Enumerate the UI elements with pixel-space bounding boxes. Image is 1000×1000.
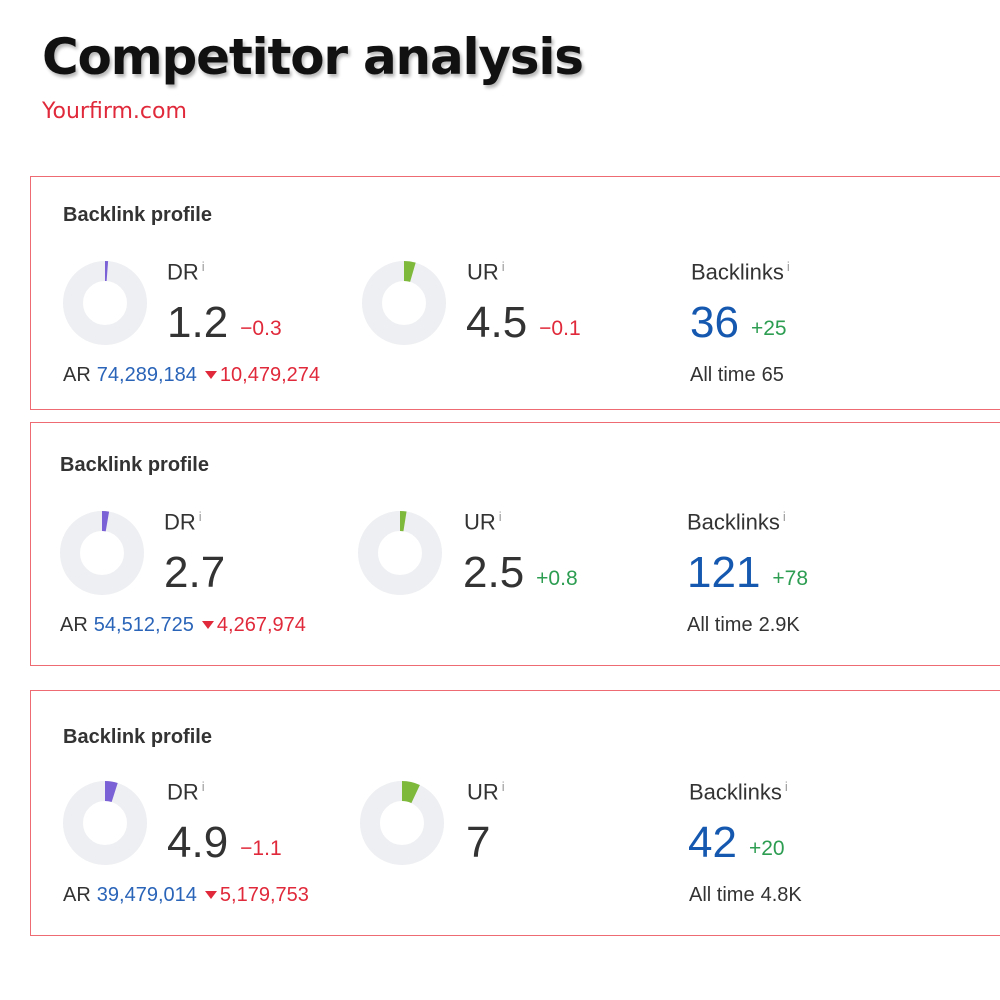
ur-label: UR i bbox=[467, 259, 505, 285]
backlink-profile-card: Backlink profile DR i 4.9 −1.1 UR i 7 Backl… bbox=[30, 690, 1000, 936]
ar-change: 5,179,753 bbox=[204, 884, 309, 906]
backlinks-value-row: 42 +20 bbox=[688, 817, 785, 875]
ur-label: UR i bbox=[464, 509, 502, 535]
dr-label: DR i bbox=[164, 509, 202, 535]
ar-change: 4,267,974 bbox=[201, 614, 306, 636]
ar-value[interactable]: 39,479,014 bbox=[96, 884, 197, 906]
info-icon[interactable]: i bbox=[784, 779, 788, 794]
info-icon[interactable]: i bbox=[201, 259, 205, 274]
all-time-label: All time bbox=[690, 364, 756, 386]
all-time-value: 4.8K bbox=[760, 884, 802, 906]
backlinks-value[interactable]: 42 bbox=[688, 818, 737, 867]
ur-value: 4.5 bbox=[466, 298, 528, 347]
backlinks-delta: +20 bbox=[748, 837, 785, 860]
backlinks-value[interactable]: 121 bbox=[687, 548, 761, 597]
dr-label: DR i bbox=[167, 259, 205, 285]
down-triangle-icon bbox=[204, 891, 217, 899]
info-icon[interactable]: i bbox=[498, 509, 502, 524]
donut-value-arc bbox=[63, 781, 147, 865]
ur-donut-chart bbox=[358, 511, 442, 595]
info-icon[interactable]: i bbox=[198, 509, 202, 524]
ar-change: 10,479,274 bbox=[204, 364, 320, 386]
ar-row: AR 54,512,725 4,267,974 bbox=[60, 614, 306, 637]
backlinks-value-row: 36 +25 bbox=[690, 297, 787, 355]
backlinks-label: Backlinks i bbox=[691, 259, 790, 285]
card-title: Backlink profile bbox=[63, 204, 212, 226]
info-icon[interactable]: i bbox=[782, 509, 786, 524]
all-time-label: All time bbox=[687, 614, 753, 636]
backlinks-value-row: 121 +78 bbox=[687, 547, 808, 605]
dr-donut-chart bbox=[63, 781, 147, 865]
site-domain: Yourfirm.com bbox=[42, 99, 187, 124]
ur-value: 7 bbox=[466, 818, 491, 867]
ar-value[interactable]: 74,289,184 bbox=[96, 364, 197, 386]
ar-row: AR 39,479,014 5,179,753 bbox=[63, 884, 309, 907]
ur-value-row: 4.5 −0.1 bbox=[466, 297, 581, 355]
all-time-value: 2.9K bbox=[758, 614, 800, 636]
info-icon[interactable]: i bbox=[201, 779, 205, 794]
ur-delta: −0.1 bbox=[539, 317, 581, 340]
all-time-label: All time bbox=[689, 884, 755, 906]
donut-value-arc bbox=[358, 511, 442, 595]
all-time-row: All time 65 bbox=[690, 364, 784, 387]
backlink-profile-card: Backlink profile DR i 1.2 −0.3 UR i 4.5 −0.1… bbox=[30, 176, 1000, 410]
backlinks-value[interactable]: 36 bbox=[690, 298, 739, 347]
all-time-row: All time 2.9K bbox=[687, 614, 800, 637]
donut-value-arc bbox=[60, 511, 144, 595]
ur-delta: +0.8 bbox=[536, 567, 578, 590]
info-icon[interactable]: i bbox=[786, 259, 790, 274]
ur-value: 2.5 bbox=[463, 548, 525, 597]
backlinks-delta: +78 bbox=[772, 567, 809, 590]
dr-value: 2.7 bbox=[164, 548, 226, 597]
donut-track bbox=[358, 511, 442, 595]
dr-label: DR i bbox=[167, 779, 205, 805]
donut-value-arc bbox=[362, 261, 446, 345]
backlink-profile-card: Backlink profile DR i 2.7 UR i 2.5 +0.8 Bac… bbox=[30, 422, 1000, 666]
donut-value-arc bbox=[63, 261, 147, 345]
page-title: Competitor analysis bbox=[42, 28, 584, 86]
donut-value-arc bbox=[360, 781, 444, 865]
dr-value: 1.2 bbox=[167, 298, 229, 347]
down-triangle-icon bbox=[204, 371, 217, 379]
dr-value: 4.9 bbox=[167, 818, 229, 867]
ar-row: AR 74,289,184 10,479,274 bbox=[63, 364, 320, 387]
ar-label: AR bbox=[63, 884, 91, 906]
ur-label: UR i bbox=[467, 779, 505, 805]
dr-value-row: 1.2 −0.3 bbox=[167, 297, 282, 355]
card-title: Backlink profile bbox=[60, 454, 209, 476]
ar-label: AR bbox=[63, 364, 91, 386]
ur-value-row: 7 bbox=[466, 817, 502, 875]
dr-delta: −0.3 bbox=[240, 317, 282, 340]
info-icon[interactable]: i bbox=[501, 259, 505, 274]
donut-track bbox=[63, 261, 147, 345]
ar-label: AR bbox=[60, 614, 88, 636]
down-triangle-icon bbox=[201, 621, 214, 629]
dr-value-row: 4.9 −1.1 bbox=[167, 817, 282, 875]
ur-value-row: 2.5 +0.8 bbox=[463, 547, 578, 605]
dr-donut-chart bbox=[63, 261, 147, 345]
backlinks-label: Backlinks i bbox=[687, 509, 786, 535]
dr-delta: −1.1 bbox=[240, 837, 282, 860]
all-time-row: All time 4.8K bbox=[689, 884, 802, 907]
card-title: Backlink profile bbox=[63, 726, 212, 748]
dr-donut-chart bbox=[60, 511, 144, 595]
info-icon[interactable]: i bbox=[501, 779, 505, 794]
dr-value-row: 2.7 bbox=[164, 547, 237, 605]
backlinks-label: Backlinks i bbox=[689, 779, 788, 805]
all-time-value: 65 bbox=[761, 364, 784, 386]
backlinks-delta: +25 bbox=[750, 317, 787, 340]
ur-donut-chart bbox=[360, 781, 444, 865]
ur-donut-chart bbox=[362, 261, 446, 345]
ar-value[interactable]: 54,512,725 bbox=[93, 614, 194, 636]
